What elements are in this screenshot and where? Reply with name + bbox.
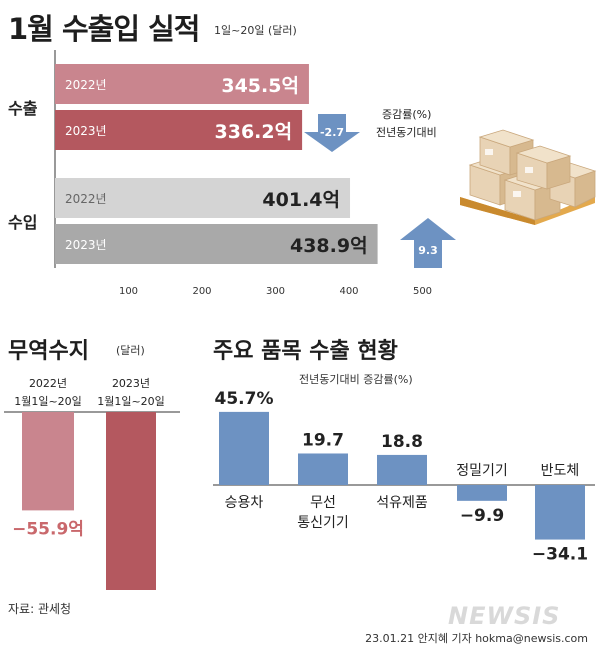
x-tick-label: 500	[413, 286, 432, 297]
category-label: 승용차	[225, 495, 264, 511]
chart-subtitle: 전년동기대비 증감률(%)	[299, 373, 413, 386]
year-label: 2023년	[65, 124, 107, 138]
bar	[298, 453, 348, 485]
data-label: 345.5억	[221, 75, 299, 97]
change-legend-line2: 전년동기대비	[376, 126, 437, 139]
bar	[55, 110, 303, 150]
bar	[219, 411, 269, 485]
data-label: 401.4억	[262, 189, 340, 211]
change-value-export: -2.7	[320, 126, 344, 139]
category-label: 무선	[310, 495, 336, 511]
category-label: 정밀기기	[456, 463, 508, 479]
category-label: 석유제품	[376, 495, 428, 511]
source-note: 자료: 관세청	[8, 602, 72, 616]
bar	[106, 412, 156, 590]
bar	[55, 178, 351, 218]
bar	[22, 412, 74, 511]
x-tick-label: 100	[119, 286, 138, 297]
data-label: 438.9억	[290, 235, 368, 257]
category-label: 1월1일~20일	[97, 394, 165, 408]
change-value-import: 9.3	[418, 244, 438, 257]
watermark-logo: NEWSIS	[448, 602, 561, 630]
x-tick-label: 300	[266, 286, 285, 297]
year-label: 2022년	[65, 78, 107, 92]
category-label: 2023년	[112, 377, 150, 390]
category-label: 반도체	[541, 463, 580, 479]
category-label: 2022년	[29, 377, 67, 390]
category-label: 통신기기	[297, 515, 349, 531]
x-tick-label: 400	[339, 286, 358, 297]
bar	[535, 485, 585, 540]
data-label: −9.9	[460, 506, 504, 526]
cargo-boxes-icon	[460, 129, 597, 225]
down-arrow-icon	[304, 114, 360, 152]
up-arrow-icon	[400, 218, 456, 268]
chart-subtitle: (달러)	[116, 344, 145, 357]
data-label: 45.7%	[215, 389, 274, 409]
data-label: 18.8	[381, 432, 423, 452]
data-label: −34.1	[532, 545, 588, 565]
trade-balance-chart: 무역수지 (달러) 2022년 1월1일~20일 −55.9억 2023년 1월1일~20일…	[4, 339, 180, 590]
data-label: 19.7	[302, 430, 344, 450]
category-label: 1월1일~20일	[14, 394, 82, 408]
chart-title: 무역수지	[8, 339, 89, 364]
bar	[55, 64, 309, 104]
year-label: 2022년	[65, 192, 107, 206]
bar	[377, 454, 427, 485]
x-tick-label: 200	[192, 286, 211, 297]
data-label: 336.2억	[215, 121, 293, 143]
credit-line: 23.01.21 안지혜 기자 hokma@newsis.com	[365, 632, 588, 645]
chart-title: 주요 품목 수출 현황	[213, 339, 398, 364]
bar	[457, 485, 507, 501]
unit-note: 1일~20일 (달러)	[214, 24, 297, 37]
group-label-export: 수출	[8, 99, 38, 118]
change-legend: 증감률(%)	[382, 108, 431, 121]
page-title: 1월 수출입 실적	[8, 12, 200, 46]
bar	[55, 224, 378, 264]
year-label: 2023년	[65, 238, 107, 252]
data-label: −55.9억	[12, 519, 84, 539]
group-label-import: 수입	[8, 213, 37, 232]
